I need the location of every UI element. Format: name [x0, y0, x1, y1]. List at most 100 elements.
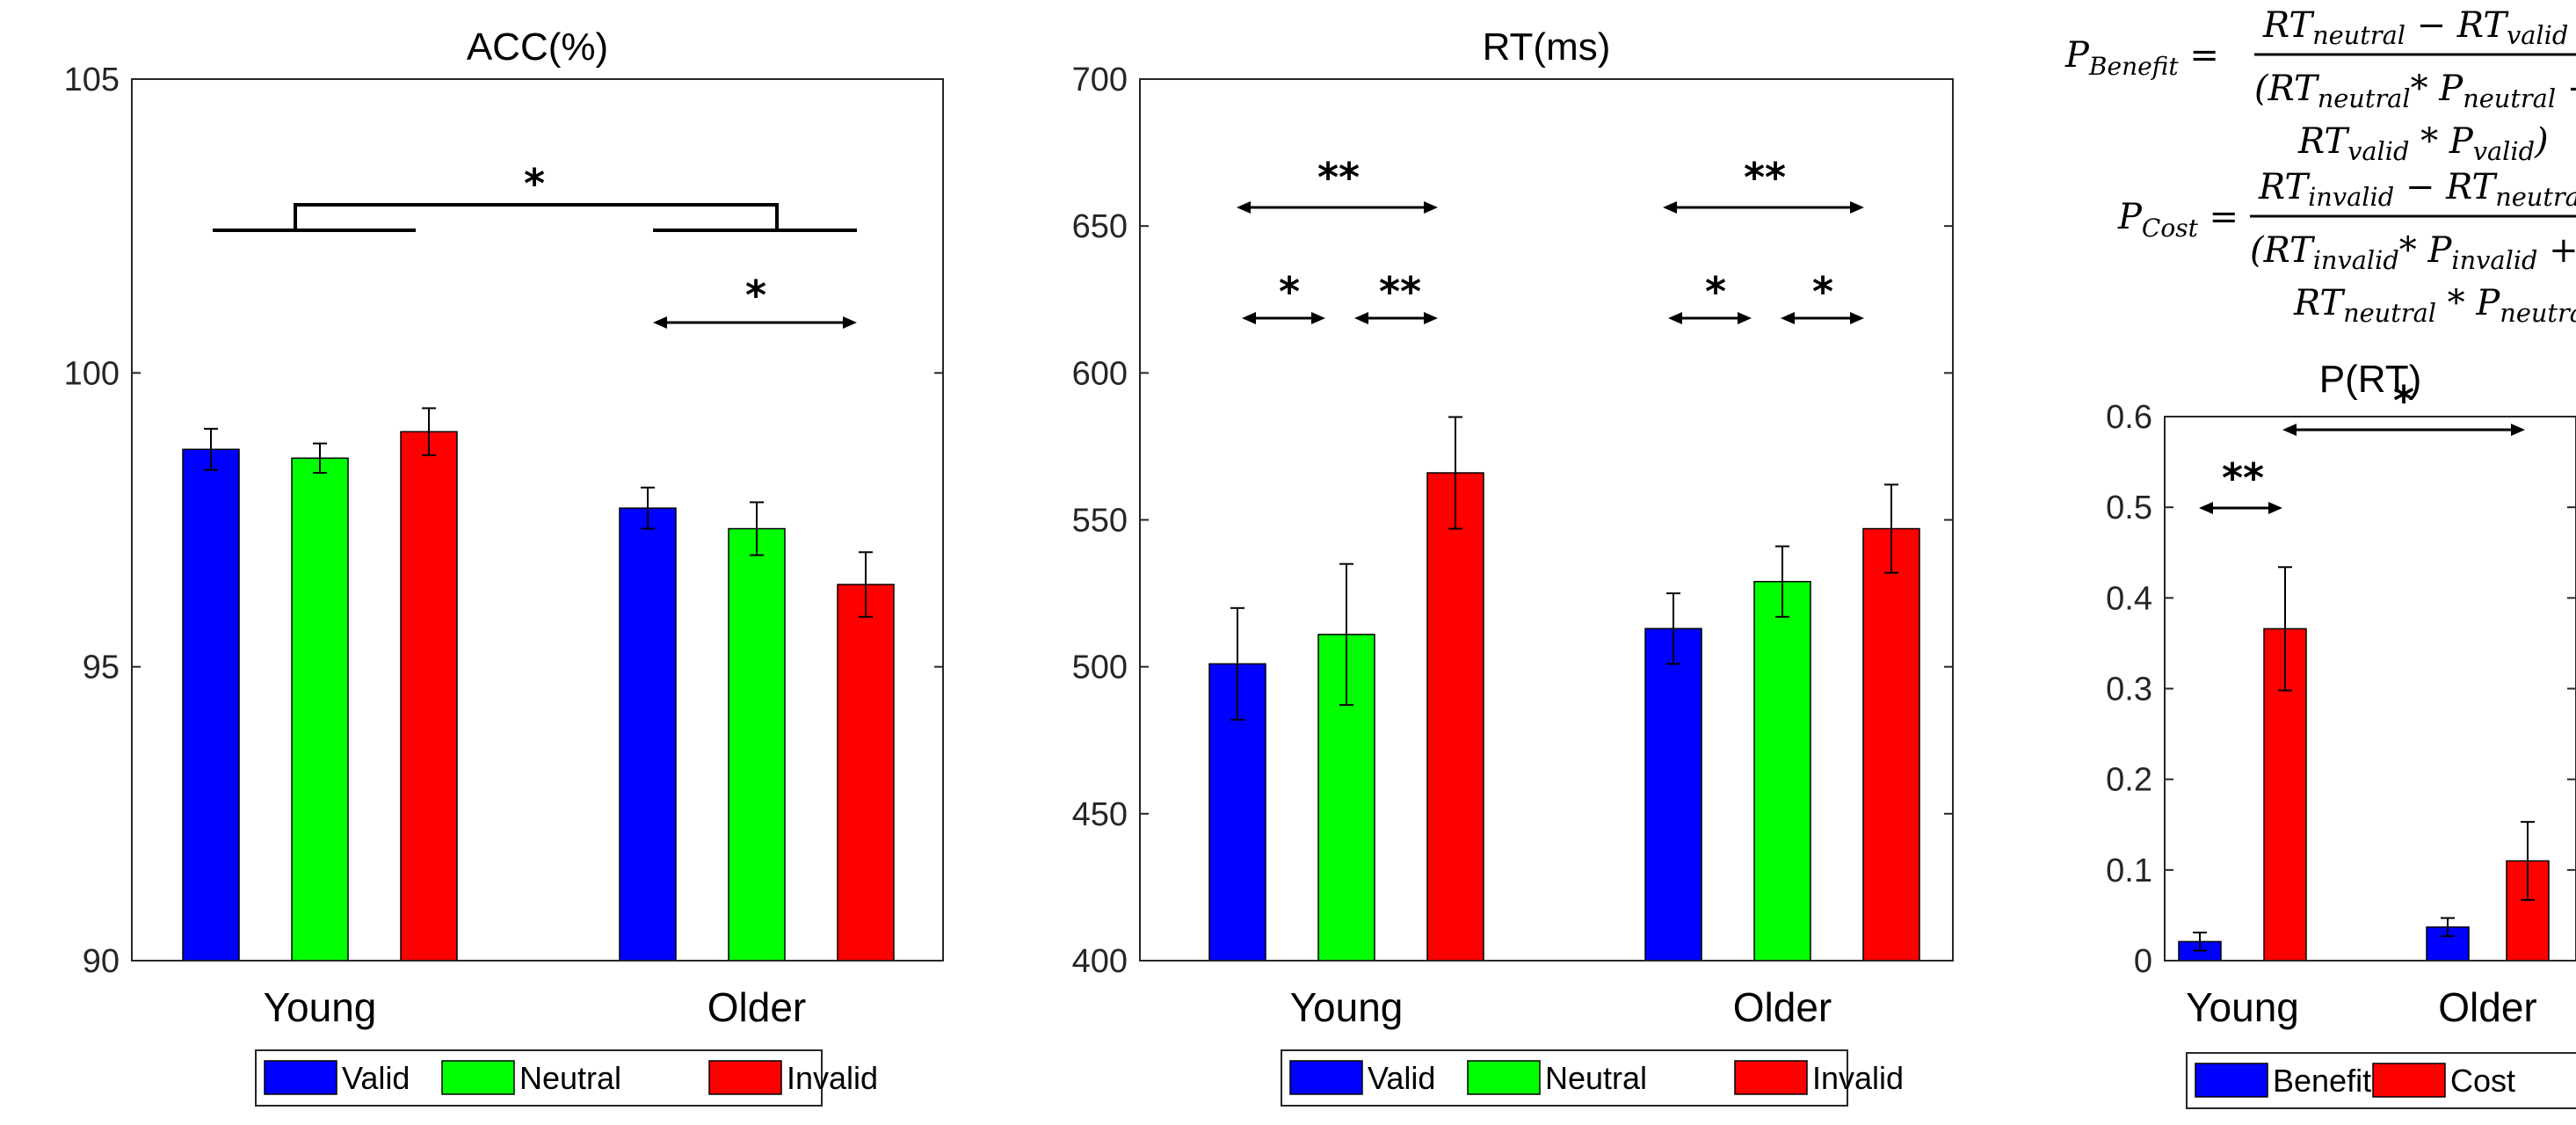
arrow-young-neutral-invalid-head-left — [1354, 312, 1368, 324]
significance-marker: * — [1279, 268, 1300, 316]
chart-title: ACC(%) — [467, 25, 608, 69]
formula-cost-denominator-2: RTneutral * Pneutral) — [2293, 283, 2576, 328]
y-tick-label: 105 — [64, 62, 120, 98]
chart-title: RT(ms) — [1483, 25, 1611, 69]
y-tick-label: 550 — [1072, 503, 1128, 540]
arrow-young-benefit-cost-head-left — [2199, 502, 2213, 514]
legend-swatch-neutral — [1467, 1060, 1541, 1095]
formula-benefit-denominator-1-part: neutral — [2318, 83, 2411, 113]
significance-marker: * — [1812, 268, 1833, 316]
formula-benefit-denominator-2-part: * P — [2409, 121, 2473, 162]
formula-lhs-symbol: P — [2117, 197, 2143, 237]
y-tick-label: 0.2 — [2106, 762, 2152, 799]
arrow-age-cost-head-right — [2511, 424, 2525, 436]
formula-cost-denominator-1-part: invalid — [2313, 245, 2399, 275]
legend-swatch-neutral — [441, 1060, 515, 1095]
arrow-young-valid-neutral-head-right — [1311, 312, 1325, 324]
category-label: Older — [707, 984, 806, 1030]
axes-box — [131, 78, 944, 962]
rt-panel: *** ***** *RT(ms)400450500550600650700Youn… — [1072, 25, 1954, 1107]
formula-cost-denominator-1-part: invalid — [2451, 245, 2537, 275]
y-tick-label: 0.4 — [2106, 580, 2152, 617]
legend-swatch-valid — [264, 1060, 337, 1095]
arrow-young-valid-invalid-head-right — [1424, 201, 1438, 214]
formulas: PBenefit =RTneutral − RTvalid(RTneutral*… — [2064, 5, 2576, 328]
formula-cost-numerator-part: RT — [2258, 167, 2311, 207]
legend-label-valid: Valid — [1368, 1060, 1435, 1096]
formula-benefit-denominator-1: (RTneutral* Pneutral + — [2254, 69, 2576, 113]
y-tick-label: 95 — [83, 650, 120, 686]
category-label: Young — [264, 984, 377, 1030]
formula-cost-denominator-2-part: RT — [2293, 283, 2346, 323]
formula-benefit-denominator-2-part: RT — [2297, 121, 2350, 162]
arrow-young-benefit-cost-head-right — [2268, 502, 2282, 514]
formula-cost-denominator-2-part: * P — [2436, 283, 2500, 323]
bar-valid-young — [182, 448, 240, 962]
arrow-older-valid-invalid-head-right — [843, 316, 857, 329]
arrow-young-valid-invalid-head-left — [1237, 201, 1251, 214]
formula-benefit-numerator-part: RT — [2262, 5, 2315, 46]
bar-invalid-young — [400, 431, 458, 962]
legend-swatch-invalid — [708, 1060, 782, 1095]
legend-label-valid: Valid — [342, 1060, 410, 1096]
formula-cost-numerator: RTinvalid − RTneutral — [2258, 167, 2576, 212]
legend-swatch-cost — [2372, 1063, 2446, 1098]
arrow-older-valid-neutral-head-left — [1668, 312, 1682, 324]
category-label: Older — [1733, 984, 1832, 1030]
category-label: Young — [2186, 984, 2299, 1030]
chart-title: P(RT) — [2319, 358, 2422, 401]
bar-valid-older — [1644, 628, 1702, 962]
formula-benefit-numerator-part: neutral — [2312, 20, 2405, 50]
arrow-older-neutral-invalid-head-left — [1781, 312, 1795, 324]
category-label: Older — [2438, 984, 2536, 1030]
formula-lhs-subscript: Benefit — [2088, 52, 2179, 81]
y-tick-label: 450 — [1072, 796, 1128, 833]
arrow-older-valid-invalid-head-right — [1850, 201, 1864, 214]
y-tick-label: 0.6 — [2106, 399, 2152, 436]
formula-equals: = — [2198, 197, 2239, 237]
formula-cost-denominator-1-part: + — [2537, 230, 2576, 271]
formula-benefit-denominator-1-part: neutral — [2463, 83, 2556, 113]
arrow-young-neutral-invalid-head-right — [1424, 312, 1438, 324]
y-tick-label: 0 — [2134, 943, 2152, 980]
formula-cost-denominator-1-part: (RT — [2250, 230, 2316, 271]
y-tick-label: 100 — [64, 355, 120, 392]
bar-neutral-young — [291, 457, 349, 962]
legend-label-neutral: Neutral — [1545, 1060, 1647, 1096]
formula-cost-denominator-1-part: * P — [2399, 230, 2453, 271]
category-label: Young — [1290, 984, 1404, 1030]
arrow-older-valid-invalid-head-left — [653, 316, 667, 329]
y-tick-label: 90 — [83, 943, 120, 980]
y-tick-label: 0.1 — [2106, 853, 2152, 889]
bar-invalid-older — [837, 584, 895, 962]
significance-marker: * — [1705, 268, 1726, 316]
y-tick-label: 0.3 — [2106, 671, 2152, 708]
acc-panel: * * ACC(%) 90 95 100 105 Young Older Valid Neutral… — [64, 25, 944, 1107]
legend-label-invalid: Invalid — [1812, 1060, 1904, 1096]
formula-benefit-denominator-2-part: valid — [2347, 136, 2409, 166]
formula-cost-denominator-2-part: neutral — [2500, 298, 2576, 328]
significance-marker: ** — [2222, 454, 2264, 502]
formula-benefit-numerator-part: valid — [2507, 20, 2568, 50]
formula-benefit-denominator-1-part: (RT — [2254, 69, 2320, 109]
legend-swatch-benefit — [2195, 1063, 2268, 1098]
significance-marker: ** — [1317, 154, 1360, 201]
legend-swatch-invalid — [1734, 1060, 1808, 1095]
y-tick-label: 500 — [1072, 650, 1128, 686]
formula-benefit-denominator-2: RTvalid * Pvalid) — [2297, 121, 2549, 166]
formula-cost-denominator-2-part: neutral — [2343, 298, 2436, 328]
significance-marker: * — [745, 272, 766, 319]
formula-cost-numerator-part: − RT — [2394, 167, 2498, 207]
formula-benefit-lhs: PBenefit = — [2064, 35, 2219, 81]
formula-benefit-denominator-1-part: + — [2556, 69, 2576, 109]
legend-label-invalid: Invalid — [787, 1060, 878, 1096]
y-tick-label: 0.5 — [2106, 490, 2152, 526]
significance-marker: * — [524, 160, 545, 207]
legend-swatch-valid — [1289, 1060, 1363, 1095]
formula-cost-numerator-part: neutral — [2495, 182, 2576, 212]
y-tick-label: 650 — [1072, 208, 1128, 245]
formula-lhs-subscript: Cost — [2142, 214, 2199, 243]
arrow-older-neutral-invalid-head-right — [1850, 312, 1864, 324]
